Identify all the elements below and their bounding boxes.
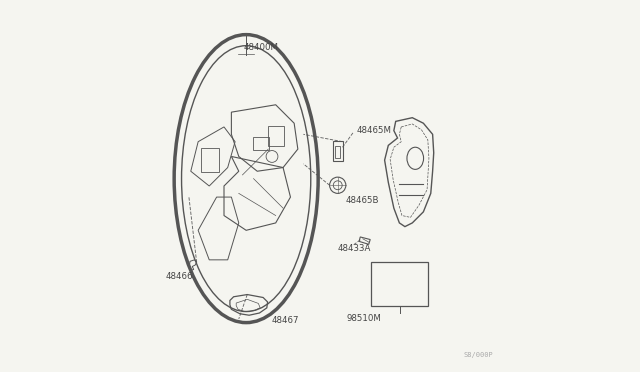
Text: 48466: 48466 <box>166 272 193 281</box>
Bar <box>335 147 340 158</box>
Text: 98510M: 98510M <box>347 314 381 323</box>
Bar <box>333 141 342 161</box>
Text: 48465M: 48465M <box>357 126 392 135</box>
Text: 48467: 48467 <box>272 316 300 325</box>
Bar <box>371 262 428 306</box>
Text: 48433A: 48433A <box>338 244 371 253</box>
Text: 48465B: 48465B <box>345 196 379 205</box>
Text: S8/000P: S8/000P <box>464 352 493 358</box>
Text: 48400M: 48400M <box>243 43 278 52</box>
